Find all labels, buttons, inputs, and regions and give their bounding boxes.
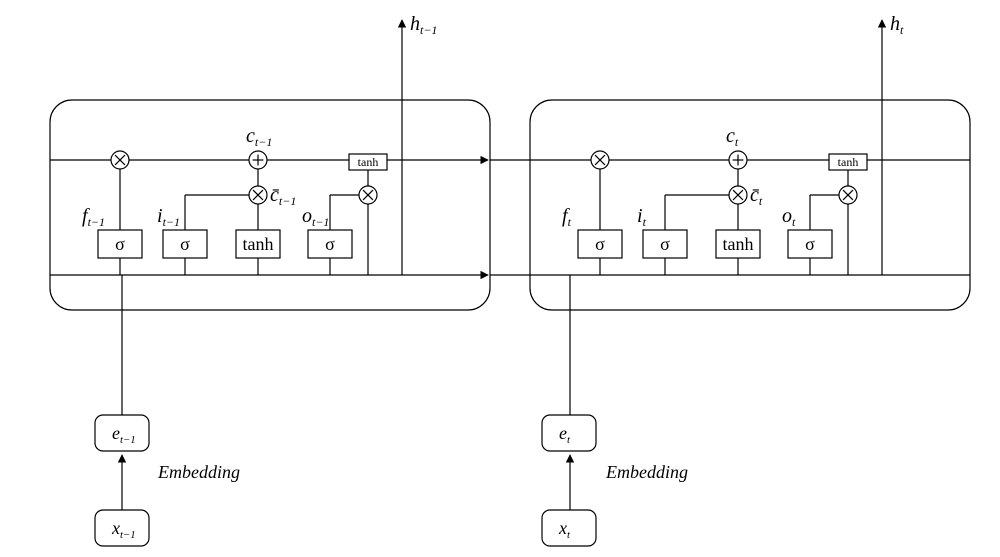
svg-text:ht: ht <box>890 13 904 37</box>
svg-text:σ: σ <box>660 234 670 254</box>
svg-text:tanh: tanh <box>838 155 859 169</box>
svg-text:σ: σ <box>325 234 335 254</box>
svg-text:Embedding: Embedding <box>605 462 688 482</box>
svg-text:tanh: tanh <box>723 234 754 254</box>
svg-text:σ: σ <box>805 234 815 254</box>
svg-text:ht−1: ht−1 <box>410 13 437 37</box>
lstm-diagram: σσtanhσtanhft−1it−1c̄t−1ot−1ct−1ht−1σσta… <box>0 0 1000 557</box>
svg-text:tanh: tanh <box>243 234 274 254</box>
svg-text:tanh: tanh <box>358 155 379 169</box>
svg-text:σ: σ <box>115 234 125 254</box>
svg-text:σ: σ <box>180 234 190 254</box>
svg-text:σ: σ <box>595 234 605 254</box>
svg-text:Embedding: Embedding <box>157 462 240 482</box>
